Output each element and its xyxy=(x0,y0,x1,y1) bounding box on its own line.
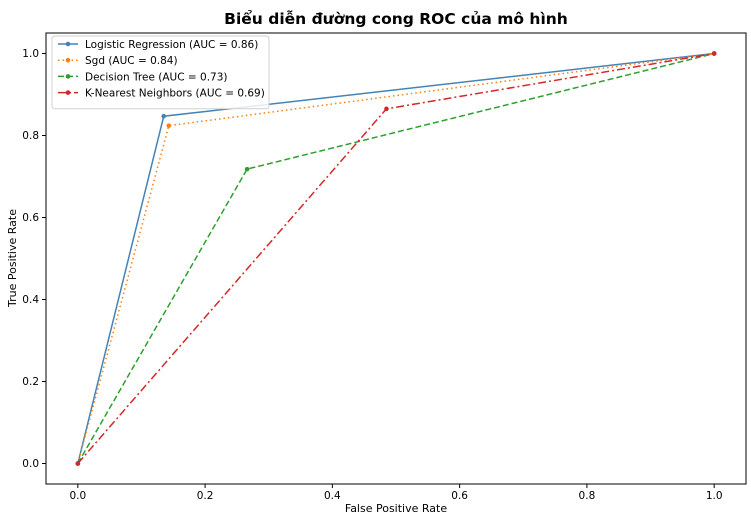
legend-label: Decision Tree (AUC = 0.73) xyxy=(85,71,228,83)
series-line xyxy=(77,52,715,464)
chart-title: Biểu diễn đường cong ROC của mô hình xyxy=(224,9,568,28)
y-tick-label: 0.8 xyxy=(22,130,39,142)
series-line xyxy=(77,52,715,464)
x-tick-label: 0.4 xyxy=(324,490,341,502)
y-tick-label: 0.0 xyxy=(22,458,39,470)
legend-box xyxy=(51,35,270,110)
legend-label: Sgd (AUC = 0.84) xyxy=(85,55,178,67)
y-tick-label: 0.6 xyxy=(22,212,39,224)
legend-swatch-marker xyxy=(65,74,71,79)
data-point xyxy=(711,51,717,56)
legend-item: Sgd (AUC = 0.84) xyxy=(58,55,178,67)
legend-swatch-marker xyxy=(65,57,71,63)
data-point xyxy=(244,166,250,172)
x-tick-label: 0.2 xyxy=(197,490,214,502)
x-tick-label: 0.6 xyxy=(451,490,468,502)
y-axis: 0.0 0.2 0.4 0.6 0.8 1.0 xyxy=(22,48,46,470)
plot-frame xyxy=(45,32,747,485)
x-tick-label: 0.0 xyxy=(69,490,86,502)
data-point xyxy=(166,123,172,128)
x-axis: 0.0 0.2 0.4 0.6 0.8 1.0 xyxy=(69,484,723,502)
legend-swatch-marker xyxy=(65,90,71,95)
y-tick-label: 0.2 xyxy=(22,376,39,388)
legend-label: Logistic Regression (AUC = 0.86) xyxy=(85,39,258,51)
y-axis-label: True Positive Rate xyxy=(6,209,19,308)
data-point xyxy=(161,113,167,119)
series-layer xyxy=(75,51,717,466)
data-point xyxy=(384,106,389,112)
legend-item: Logistic Regression (AUC = 0.86) xyxy=(58,39,258,51)
y-tick-label: 0.4 xyxy=(22,294,39,306)
legend-swatch-marker xyxy=(65,41,71,47)
x-axis-label: False Positive Rate xyxy=(345,502,447,515)
legend-item: K-Nearest Neighbors (AUC = 0.69) xyxy=(58,88,265,100)
data-point xyxy=(75,461,81,466)
legend-item: Decision Tree (AUC = 0.73) xyxy=(58,71,228,83)
legend-label: K-Nearest Neighbors (AUC = 0.69) xyxy=(85,88,265,100)
x-tick-label: 1.0 xyxy=(706,490,723,502)
x-tick-label: 0.8 xyxy=(579,490,596,502)
y-tick-label: 1.0 xyxy=(22,48,39,60)
series-3 xyxy=(75,51,717,466)
legend: Logistic Regression (AUC = 0.86) Sgd (AUC… xyxy=(51,35,270,110)
